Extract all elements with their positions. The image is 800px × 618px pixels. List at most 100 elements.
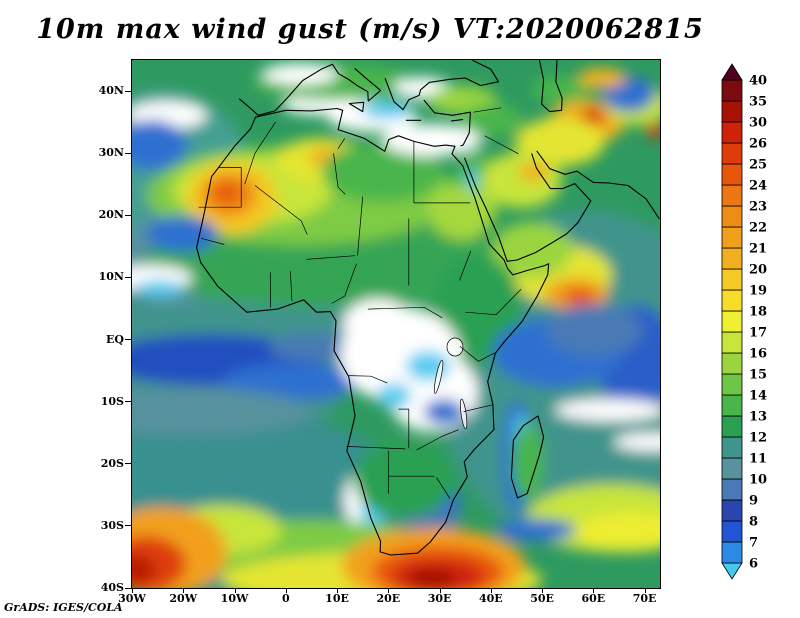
x-tick-label: 0 bbox=[281, 592, 290, 605]
x-tick-label: 30W bbox=[118, 592, 146, 605]
y-tick-label: 20N bbox=[98, 208, 124, 222]
colorbar-label: 24 bbox=[749, 179, 767, 194]
x-tick-label: 40E bbox=[478, 592, 503, 605]
x-tick-mark bbox=[285, 588, 287, 593]
y-tick-label: 30N bbox=[98, 146, 124, 160]
colorbar-segment bbox=[721, 478, 743, 501]
colorbar-label: 16 bbox=[749, 347, 767, 362]
colorbar-label: 14 bbox=[749, 389, 767, 404]
colorbar-label: 30 bbox=[749, 116, 767, 131]
sicily-coastline bbox=[348, 101, 365, 113]
cyprus-coastline bbox=[450, 119, 464, 122]
turkey-levant-coastline bbox=[423, 99, 471, 147]
caspian-coastline bbox=[538, 60, 563, 113]
colorbar-segment bbox=[721, 415, 743, 438]
colorbar-label: 15 bbox=[749, 368, 767, 383]
colorbar-label: 23 bbox=[749, 200, 767, 215]
x-tick-mark bbox=[593, 588, 595, 593]
colorbar-label: 21 bbox=[749, 242, 767, 257]
colorbar-label: 17 bbox=[749, 326, 767, 341]
colorbar-label: 7 bbox=[749, 536, 758, 551]
x-tick-mark bbox=[490, 588, 492, 593]
chart-title: 10m max wind gust (m/s) VT:2020062815 bbox=[36, 14, 704, 45]
x-tick-label: 50E bbox=[530, 592, 554, 605]
arabia-coastline bbox=[464, 153, 592, 262]
colorbar-label: 8 bbox=[749, 515, 758, 530]
colorbar-segment bbox=[721, 163, 743, 186]
y-tick-mark bbox=[125, 90, 131, 92]
x-tick-mark bbox=[337, 588, 339, 593]
colorbar-segment bbox=[721, 394, 743, 417]
x-tick-label: 10E bbox=[325, 592, 349, 605]
colorbar-label: 20 bbox=[749, 263, 767, 278]
x-tick-label: 10W bbox=[220, 592, 249, 605]
x-tick-mark bbox=[234, 588, 236, 593]
colorbar-segment bbox=[721, 499, 743, 522]
country-borders bbox=[198, 107, 522, 499]
colorbar-segment bbox=[721, 79, 743, 102]
map-plot bbox=[131, 59, 661, 589]
colorbar-segment bbox=[721, 268, 743, 291]
colorbar-segment bbox=[721, 310, 743, 333]
x-tick-mark bbox=[132, 588, 133, 593]
colorbar-segment bbox=[721, 100, 743, 123]
y-tick-mark bbox=[125, 152, 131, 154]
colorbar-label: 12 bbox=[749, 431, 767, 446]
x-tick-label: 70E bbox=[632, 592, 657, 605]
colorbar-segment bbox=[721, 226, 743, 249]
y-tick-mark bbox=[125, 276, 131, 278]
colorbar-segment bbox=[721, 352, 743, 375]
y-tick-mark bbox=[125, 463, 131, 465]
colorbar: 6 7 8 9 10 11 12 13 14 15 16 17 18 19 20 21 22 23 24 25 26 30… bbox=[721, 63, 767, 580]
colorbar-segment bbox=[721, 121, 743, 144]
y-tick-mark bbox=[125, 214, 131, 216]
colorbar-label: 19 bbox=[749, 284, 767, 299]
lakes bbox=[433, 337, 468, 430]
colorbar-segment bbox=[721, 436, 743, 459]
y-tick-label: 40S bbox=[100, 581, 124, 594]
colorbar-segment bbox=[721, 520, 743, 543]
colorbar-arrow-low bbox=[721, 562, 743, 580]
y-tick-label: 20S bbox=[100, 456, 124, 470]
colorbar-segment bbox=[721, 289, 743, 312]
x-tick-mark bbox=[388, 588, 390, 593]
x-tick-mark bbox=[183, 588, 185, 593]
colorbar-segment bbox=[721, 247, 743, 270]
black-sea-coastline bbox=[428, 60, 500, 87]
colorbar-label: 6 bbox=[749, 557, 758, 572]
madagascar-coastline bbox=[510, 415, 545, 499]
y-tick-label: 10N bbox=[98, 270, 124, 284]
iberia-italy-coastline bbox=[239, 63, 382, 116]
x-tick-label: 20W bbox=[169, 592, 198, 605]
y-tick-label: 40N bbox=[98, 84, 124, 98]
colorbar-segment bbox=[721, 184, 743, 207]
x-tick-mark bbox=[439, 588, 441, 593]
y-tick-mark bbox=[125, 525, 131, 527]
lake-tanganyika bbox=[433, 359, 444, 394]
wind-gust-field bbox=[132, 63, 660, 588]
x-tick-label: 20E bbox=[376, 592, 401, 605]
y-tick-label: 10S bbox=[100, 394, 124, 408]
colorbar-arrow-high bbox=[721, 63, 743, 81]
x-tick-mark bbox=[644, 588, 646, 593]
colorbar-label: 13 bbox=[749, 410, 767, 425]
lake-victoria bbox=[446, 337, 464, 357]
credit-text: GrADS: IGES/COLA bbox=[4, 601, 123, 614]
x-tick-label: 30E bbox=[427, 592, 452, 605]
colorbar-label: 10 bbox=[749, 473, 767, 488]
colorbar-label: 25 bbox=[749, 158, 767, 173]
colorbar-segment bbox=[721, 373, 743, 396]
greece-coastline bbox=[384, 78, 430, 111]
colorbar-segment bbox=[721, 142, 743, 165]
colorbar-label: 9 bbox=[749, 494, 758, 509]
colorbar-label: 18 bbox=[749, 305, 767, 320]
colorbar-label: 11 bbox=[749, 452, 767, 467]
colorbar-label: 26 bbox=[749, 137, 767, 152]
y-tick-label: EQ bbox=[106, 332, 124, 346]
colorbar-segment bbox=[721, 541, 743, 564]
lake-malawi bbox=[460, 398, 468, 430]
y-tick-mark bbox=[125, 587, 131, 589]
iran-coastline bbox=[536, 150, 660, 219]
colorbar-segment bbox=[721, 205, 743, 228]
